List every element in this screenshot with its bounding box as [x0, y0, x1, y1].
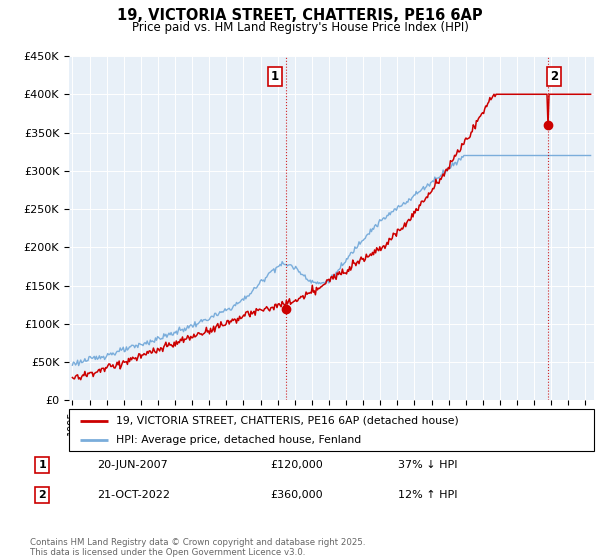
FancyBboxPatch shape: [69, 409, 594, 451]
Text: 1: 1: [38, 460, 46, 470]
Text: Contains HM Land Registry data © Crown copyright and database right 2025.
This d: Contains HM Land Registry data © Crown c…: [30, 538, 365, 557]
Text: 1: 1: [271, 70, 279, 83]
Text: HPI: Average price, detached house, Fenland: HPI: Average price, detached house, Fenl…: [116, 435, 361, 445]
Text: £360,000: £360,000: [270, 490, 323, 500]
Text: 20-JUN-2007: 20-JUN-2007: [97, 460, 168, 470]
Text: 2: 2: [38, 490, 46, 500]
Text: 21-OCT-2022: 21-OCT-2022: [97, 490, 170, 500]
Text: 19, VICTORIA STREET, CHATTERIS, PE16 6AP (detached house): 19, VICTORIA STREET, CHATTERIS, PE16 6AP…: [116, 416, 459, 426]
Text: 19, VICTORIA STREET, CHATTERIS, PE16 6AP: 19, VICTORIA STREET, CHATTERIS, PE16 6AP: [117, 8, 483, 24]
Text: 12% ↑ HPI: 12% ↑ HPI: [398, 490, 458, 500]
Text: 2: 2: [550, 70, 559, 83]
Text: £120,000: £120,000: [270, 460, 323, 470]
Text: 37% ↓ HPI: 37% ↓ HPI: [398, 460, 458, 470]
Text: Price paid vs. HM Land Registry's House Price Index (HPI): Price paid vs. HM Land Registry's House …: [131, 21, 469, 34]
